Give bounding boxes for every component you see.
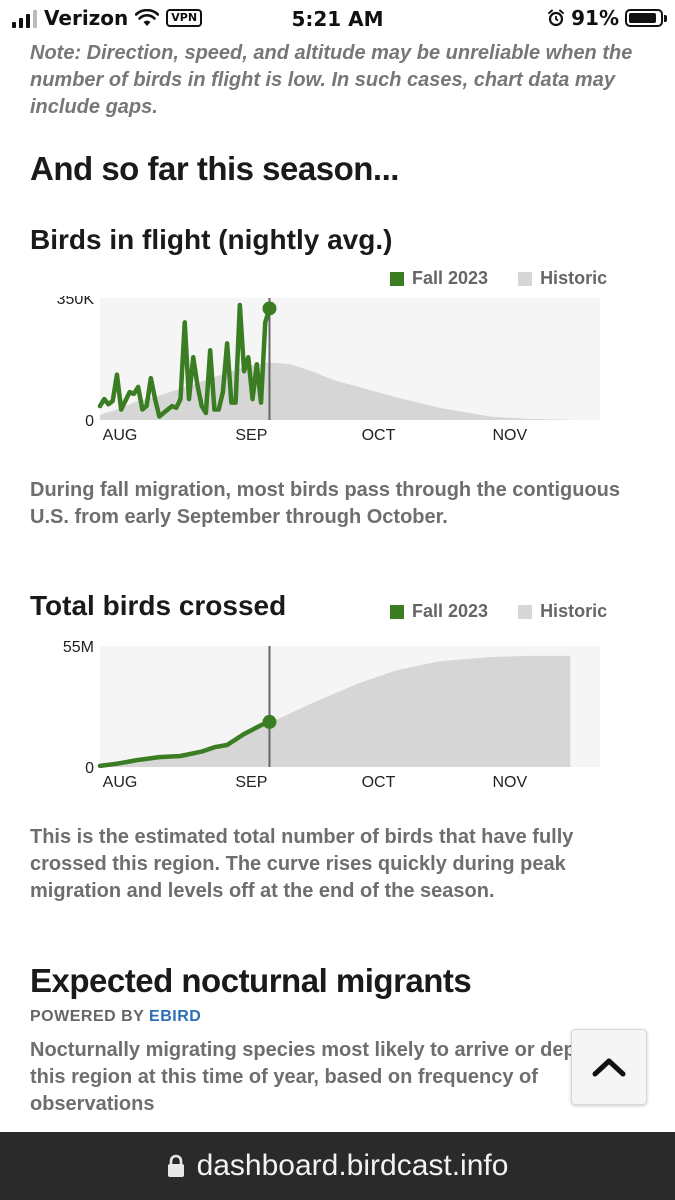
legend-swatch-historic bbox=[518, 271, 533, 286]
y-tick-label: 55M bbox=[63, 639, 94, 656]
x-tick-label: SEP bbox=[235, 774, 267, 791]
url-text: dashboard.birdcast.info bbox=[196, 1149, 509, 1182]
x-tick-label: AUG bbox=[103, 774, 138, 791]
legend-label-historic: Historic bbox=[540, 601, 608, 621]
status-right: 91% bbox=[547, 6, 667, 30]
powered-by: POWERED BY EBIRD bbox=[30, 1008, 201, 1026]
signal-icon bbox=[12, 8, 37, 28]
legend-swatch-fall bbox=[390, 271, 404, 286]
x-tick-label: OCT bbox=[362, 427, 396, 444]
x-tick-label: SEP bbox=[235, 427, 267, 444]
total-birds-crossed-chart: 55M 0 AUG SEP OCT NOV bbox=[63, 639, 600, 791]
status-left: Verizon VPN bbox=[12, 6, 203, 30]
season-heading: And so far this season... bbox=[30, 150, 399, 187]
birds-in-flight-chart: 350K 0 AUG SEP OCT NOV bbox=[57, 296, 600, 444]
scroll-to-top-button[interactable] bbox=[571, 1029, 647, 1105]
y-tick-label: 350K bbox=[57, 296, 95, 308]
migrants-description: Nocturnally migrating species most likel… bbox=[30, 1039, 602, 1115]
carrier-name: Verizon bbox=[44, 6, 129, 30]
x-tick-label: OCT bbox=[362, 774, 396, 791]
y-tick-label: 0 bbox=[85, 413, 94, 430]
crossed-description: This is the estimated total number of bi… bbox=[30, 826, 574, 902]
legend-swatch-historic bbox=[518, 604, 533, 619]
battery-percent: 91% bbox=[571, 6, 619, 30]
historic-series-area bbox=[100, 655, 571, 767]
status-time: 5:21 AM bbox=[291, 7, 384, 31]
fall-2023-latest-point[interactable] bbox=[262, 301, 277, 316]
lock-icon bbox=[167, 1154, 184, 1177]
alarm-icon bbox=[548, 9, 565, 27]
legend-label-historic: Historic bbox=[540, 268, 608, 288]
chevron-up-icon bbox=[592, 1058, 626, 1077]
browser-url-bar[interactable]: dashboard.birdcast.info bbox=[0, 1132, 675, 1200]
vpn-badge: VPN bbox=[166, 9, 203, 27]
flight-chart-title: Birds in flight (nightly avg.) bbox=[30, 224, 393, 255]
fall-2023-series-line bbox=[97, 302, 272, 419]
battery-fill bbox=[629, 13, 657, 23]
y-tick-label: 0 bbox=[85, 760, 94, 777]
crossed-chart-title: Total birds crossed bbox=[30, 590, 287, 621]
flight-chart-legend: Fall 2023 Historic bbox=[390, 268, 607, 289]
legend-swatch-fall bbox=[390, 604, 404, 619]
flight-description: During fall migration, most birds pass t… bbox=[30, 479, 621, 528]
fall-2023-series-line bbox=[97, 719, 272, 769]
wifi-icon bbox=[135, 9, 160, 26]
battery-icon bbox=[625, 9, 667, 27]
migrants-heading: Expected nocturnal migrants bbox=[30, 962, 472, 999]
reliability-note: Note: Direction, speed, and altitude may… bbox=[30, 42, 633, 118]
ebird-link[interactable]: EBIRD bbox=[149, 1008, 202, 1025]
legend-label-fall: Fall 2023 bbox=[412, 268, 489, 288]
fall-2023-latest-point[interactable] bbox=[262, 714, 277, 729]
x-tick-label: NOV bbox=[492, 774, 527, 791]
status-bar: Verizon VPN 5:21 AM 91% bbox=[0, 0, 675, 38]
x-tick-label: AUG bbox=[103, 427, 138, 444]
x-tick-label: NOV bbox=[492, 427, 527, 444]
legend-label-fall: Fall 2023 bbox=[412, 601, 489, 621]
powered-by-label: POWERED BY bbox=[30, 1008, 145, 1025]
crossed-chart-legend: Fall 2023 Historic bbox=[390, 601, 607, 622]
